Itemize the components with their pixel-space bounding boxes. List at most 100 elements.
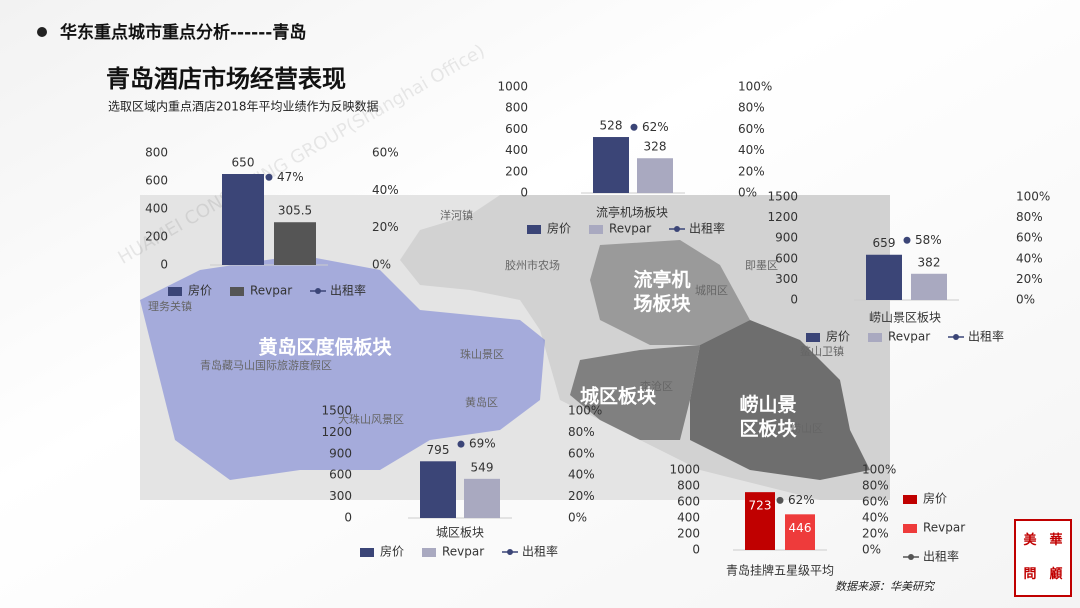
y2-tick-label: 60% — [738, 122, 765, 136]
y2-tick-label: 60% — [1016, 231, 1043, 245]
legend-label: Revpar — [250, 284, 292, 298]
bar — [785, 514, 815, 550]
y-tick-label: 800 — [145, 146, 168, 160]
y-tick-label: 1200 — [321, 425, 352, 439]
y-tick-label: 1500 — [321, 404, 352, 418]
y2-tick-label: 0% — [862, 543, 881, 557]
map-label: 大珠山风景区 — [338, 412, 404, 426]
y2-tick-label: 40% — [862, 511, 889, 525]
occupancy-dot — [903, 236, 911, 244]
y-tick-label: 1000 — [497, 80, 528, 94]
legend-label: Revpar — [609, 222, 651, 236]
map-label: 流亭机场板块 — [633, 268, 691, 315]
map-label: 珠山景区 — [460, 347, 504, 361]
value-label: 62% — [788, 493, 815, 507]
map-label: 鳌山卫镇 — [800, 344, 844, 358]
map-label: 黄岛区 — [465, 395, 498, 409]
bar — [911, 273, 947, 300]
y-tick-label: 600 — [329, 468, 352, 482]
y2-tick-label: 80% — [568, 425, 595, 439]
logo: 華美顧問 — [1023, 532, 1062, 582]
value-label: 62% — [642, 120, 669, 134]
map-label: 洋河镇 — [440, 208, 473, 222]
y2-tick-label: 80% — [738, 101, 765, 115]
legend-swatch — [589, 225, 603, 234]
map — [140, 195, 890, 500]
y-tick-label: 0 — [344, 511, 352, 525]
legend-label: Revpar — [442, 545, 484, 559]
map-label: 崂山景区板块 — [739, 394, 797, 440]
logo-frame — [1014, 519, 1072, 597]
bar — [866, 254, 902, 300]
value-label: 58% — [915, 233, 942, 247]
value-label: 723 — [749, 499, 772, 513]
y2-tick-label: 60% — [862, 495, 889, 509]
y-tick-label: 1500 — [767, 190, 798, 204]
y2-tick-label: 100% — [738, 80, 772, 94]
legend-swatch — [903, 524, 917, 533]
slide-title: 青岛酒店市场经营表现 — [106, 65, 346, 93]
y2-tick-label: 0% — [1016, 293, 1035, 307]
occupancy-dot — [776, 496, 784, 504]
y-tick-label: 200 — [505, 164, 528, 178]
y-tick-label: 200 — [677, 527, 700, 541]
y-tick-label: 300 — [329, 489, 352, 503]
legend-swatch — [868, 333, 882, 342]
map-label: 李沧区 — [640, 379, 673, 393]
y2-tick-label: 20% — [568, 489, 595, 503]
y2-tick-label: 0% — [738, 186, 757, 200]
value-label: 659 — [873, 236, 896, 250]
legend-swatch — [806, 333, 820, 342]
y-tick-label: 0 — [790, 293, 798, 307]
y-tick-label: 200 — [145, 230, 168, 244]
y2-tick-label: 100% — [862, 463, 896, 477]
legend-label: 出租率 — [330, 283, 366, 298]
value-label: 446 — [789, 521, 812, 535]
y-tick-label: 800 — [505, 101, 528, 115]
bar — [274, 222, 316, 265]
bar — [593, 137, 629, 193]
value-label: 69% — [469, 437, 496, 451]
y-tick-label: 600 — [505, 122, 528, 136]
map-label: 青岛藏马山国际旅游度假区 — [200, 358, 332, 372]
legend-dot — [315, 288, 321, 294]
subtitle: 选取区域内重点酒店2018年平均业绩作为反映数据 — [108, 99, 379, 114]
y2-tick-label: 0% — [568, 511, 587, 525]
y2-tick-label: 100% — [568, 404, 602, 418]
y2-tick-label: 20% — [862, 527, 889, 541]
legend-swatch — [230, 287, 244, 296]
value-label: 305.5 — [278, 204, 312, 218]
legend-label: 房价 — [826, 329, 850, 344]
value-label: 382 — [918, 255, 941, 269]
value-label: 650 — [232, 156, 255, 170]
category-label: 流亭机场板块 — [596, 205, 668, 220]
bar — [420, 461, 456, 518]
y2-tick-label: 40% — [738, 143, 765, 157]
y2-tick-label: 100% — [1016, 190, 1050, 204]
y2-tick-label: 40% — [372, 183, 399, 197]
y2-tick-label: 0% — [372, 258, 391, 272]
legend-dot — [953, 334, 959, 340]
y-tick-label: 0 — [520, 186, 528, 200]
y2-tick-label: 20% — [372, 220, 399, 234]
y2-tick-label: 40% — [1016, 251, 1043, 265]
y-tick-label: 600 — [775, 251, 798, 265]
map-label: 黄岛区度假板块 — [258, 336, 392, 359]
legend-swatch — [903, 495, 917, 504]
legend-label: 房价 — [380, 544, 404, 559]
y-tick-label: 1000 — [669, 463, 700, 477]
legend-label: 出租率 — [968, 329, 1004, 344]
occupancy-dot — [265, 173, 273, 181]
y-tick-label: 0 — [160, 258, 168, 272]
y2-tick-label: 80% — [862, 479, 889, 493]
y-tick-label: 400 — [505, 143, 528, 157]
legend-label: 房价 — [547, 221, 571, 236]
bar — [745, 492, 775, 550]
legend-swatch — [422, 548, 436, 557]
legend-label: 房价 — [188, 283, 212, 298]
legend-dot — [507, 549, 513, 555]
y-tick-label: 800 — [677, 479, 700, 493]
y-tick-label: 600 — [145, 174, 168, 188]
y2-tick-label: 80% — [1016, 210, 1043, 224]
